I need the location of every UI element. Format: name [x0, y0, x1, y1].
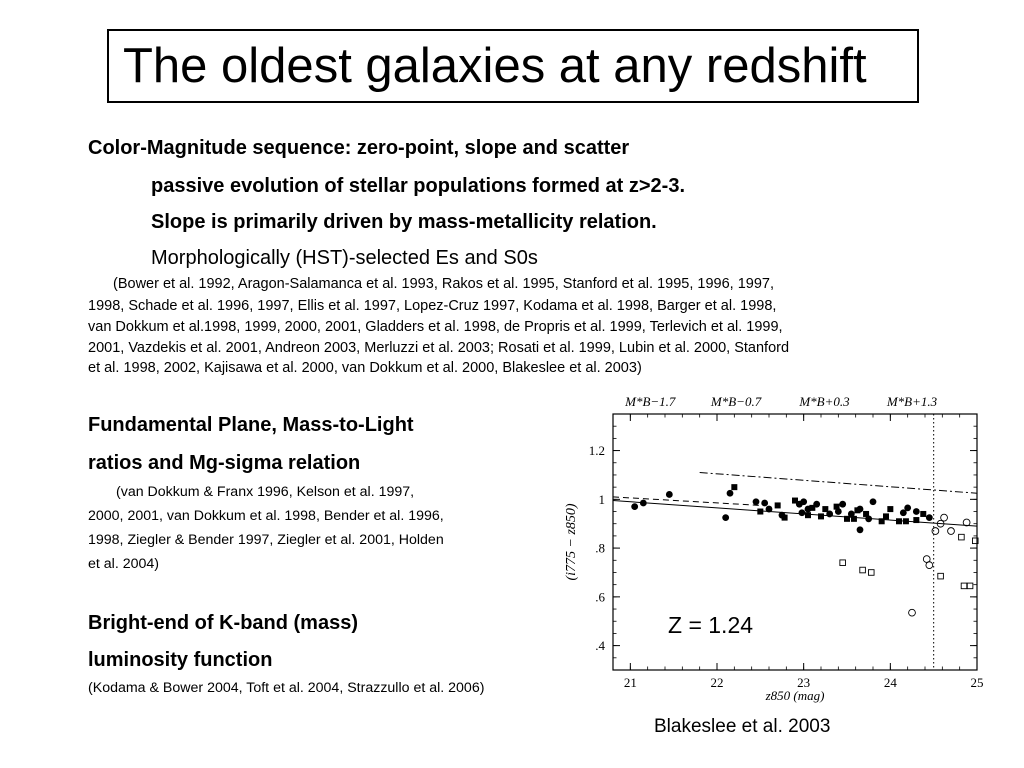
open-circle-point: [940, 513, 948, 522]
y-tick-label: 1.2: [589, 443, 605, 458]
filled-circle-point: [904, 504, 912, 512]
open-circle-point: [908, 608, 916, 617]
open-square-point: [958, 533, 965, 541]
section1-refs-line: 1998, Schade et al. 1996, 1997, Ellis et…: [88, 298, 777, 314]
filled-square-point: [822, 506, 829, 513]
filled-circle-point: [726, 489, 734, 497]
top-magnitude-label: M*B+1.3: [886, 394, 938, 409]
y-tick-label: .6: [595, 589, 605, 604]
x-tick-label: 25: [971, 675, 984, 690]
filled-circle-point: [912, 508, 920, 515]
redshift-label: Z = 1.24: [668, 612, 754, 638]
open-circle-point: [936, 519, 945, 528]
filled-square-point: [850, 515, 857, 522]
filled-square-point: [887, 506, 894, 513]
x-tick-label: 22: [711, 675, 724, 690]
filled-square-point: [792, 497, 798, 504]
open-square-point: [960, 582, 968, 590]
section3-heading-line1: Bright-end of K-band (mass): [88, 612, 358, 634]
filled-square-point: [896, 518, 902, 525]
filled-square-point: [902, 518, 909, 525]
section1-refs-line: et al. 1998, 2002, Kajisawa et al. 2000,…: [88, 360, 642, 376]
filled-circle-point: [800, 498, 808, 506]
filled-circle-point: [869, 498, 877, 506]
filled-circle-point: [765, 505, 773, 513]
filled-square-point: [920, 510, 927, 517]
color-magnitude-plot: 21 22 23 24 25 .4 .6 .8 1 1.2 z850 (mag) (i775 − z8…: [553, 388, 998, 703]
open-circle-point: [962, 518, 971, 527]
slide-title: The oldest galaxies at any redshift: [123, 39, 867, 93]
open-square-point: [972, 537, 979, 545]
filled-circle-point: [752, 498, 760, 506]
section3-heading-line2: luminosity function: [88, 649, 273, 671]
filled-square-point: [805, 512, 811, 519]
section1-bullet-3: Morphologically (HST)-selected Es and S0…: [151, 247, 538, 269]
x-tick-label: 23: [797, 675, 810, 690]
section2-refs-line: et al. 2004): [88, 556, 159, 572]
filled-circle-point: [925, 514, 933, 522]
filled-circle-point: [839, 500, 847, 508]
filled-square-point: [883, 513, 889, 520]
open-square-point: [937, 572, 944, 580]
open-circle-point: [925, 561, 934, 570]
title-box: The oldest galaxies at any redshift: [107, 29, 919, 103]
filled-square-point: [731, 484, 738, 491]
filled-square-point: [878, 518, 885, 525]
open-square-point: [839, 559, 846, 566]
filled-circle-point: [639, 499, 647, 507]
top-magnitude-label: M*B−1.7: [624, 394, 676, 409]
plot-frame: [612, 413, 978, 671]
top-magnitude-label: M*B−0.7: [710, 394, 762, 409]
filled-circle-point: [826, 510, 834, 518]
section1-bullet-2: Slope is primarily driven by mass-metall…: [151, 211, 657, 233]
filled-square-point: [863, 510, 870, 517]
section3-refs: (Kodama & Bower 2004, Toft et al. 2004, …: [88, 680, 485, 696]
filled-square-point: [844, 515, 850, 522]
section2-heading-line1: Fundamental Plane, Mass-to-Light: [88, 414, 414, 436]
section2-refs-line: 1998, Ziegler & Bender 1997, Ziegler et …: [88, 532, 444, 548]
filled-square-point: [809, 504, 816, 511]
filled-circle-point: [865, 515, 873, 523]
filled-square-point: [757, 508, 764, 515]
top-magnitude-label: M*B+0.3: [798, 394, 850, 409]
y-axis-label: (i775 − z850): [564, 503, 579, 580]
open-circle-point: [947, 527, 955, 535]
section1-heading: Color-Magnitude sequence: zero-point, sl…: [88, 137, 630, 159]
section1-refs-line: (Bower et al. 1992, Aragon-Salamanca et …: [113, 276, 774, 292]
open-square-point: [966, 582, 974, 590]
filled-circle-point: [834, 508, 842, 515]
y-tick-label: .8: [595, 541, 605, 556]
section1-refs-line: 2001, Vazdekis et al. 2001, Andreon 2003…: [88, 340, 790, 356]
section1-refs-line: van Dokkum et al.1998, 1999, 2000, 2001,…: [88, 319, 783, 335]
filled-square-point: [833, 503, 840, 510]
y-tick-label: 1: [599, 492, 606, 507]
filled-square-point: [913, 517, 920, 524]
filled-square-point: [818, 513, 824, 520]
section2-refs-line: (van Dokkum & Franx 1996, Kelson et al. …: [116, 484, 415, 500]
fit-dashdot-line: [699, 472, 978, 494]
open-square-point: [859, 566, 866, 574]
x-tick-label: 24: [884, 675, 898, 690]
section2-heading-line2: ratios and Mg-sigma relation: [88, 452, 361, 474]
y-tick-label: .4: [595, 638, 605, 653]
filled-square-point: [854, 507, 861, 514]
x-axis-label: z850 (mag): [765, 688, 825, 703]
section2-refs-line: 2000, 2001, van Dokkum et al. 1998, Bend…: [88, 508, 444, 524]
open-square-point: [868, 569, 875, 576]
x-tick-label: 21: [624, 675, 637, 690]
filled-circle-point: [798, 509, 806, 517]
filled-circle-point: [899, 509, 907, 517]
filled-circle-point: [856, 526, 864, 534]
fit-dashed-line: [612, 496, 761, 506]
filled-circle-point: [631, 503, 639, 511]
filled-square-point: [774, 502, 781, 509]
figure-caption: Blakeslee et al. 2003: [654, 716, 831, 737]
open-circle-point: [931, 527, 940, 535]
section1-bullet-1: passive evolution of stellar populations…: [151, 175, 686, 197]
filled-circle-point: [665, 491, 673, 498]
filled-circle-point: [847, 510, 855, 518]
filled-square-point: [781, 514, 788, 521]
filled-circle-point: [722, 514, 730, 522]
filled-circle-point: [761, 499, 769, 507]
